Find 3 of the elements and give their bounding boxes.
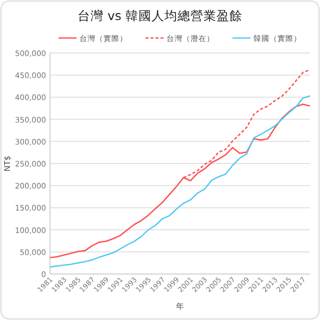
y-axis-title: NT$	[3, 156, 12, 172]
x-axis-title: 年	[176, 302, 184, 311]
chart-title: 台灣 vs 韓國人均總營業盈餘	[78, 8, 242, 23]
